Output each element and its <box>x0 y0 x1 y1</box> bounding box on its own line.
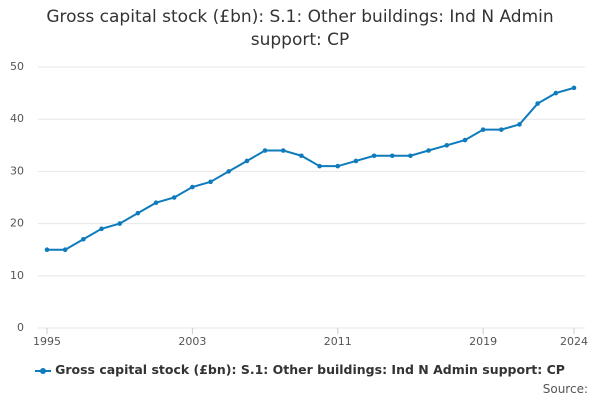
point <box>353 158 359 164</box>
point <box>371 153 377 159</box>
x-tick-label: 2019 <box>469 335 497 348</box>
chart-title: Gross capital stock (£bn): S.1: Other bu… <box>46 7 554 50</box>
legend-label: Gross capital stock (£bn): S.1: Other bu… <box>55 362 565 377</box>
point <box>462 137 468 143</box>
point <box>208 179 213 185</box>
point <box>389 153 395 159</box>
series-line <box>47 86 575 251</box>
y-tick-label: 10 <box>10 269 24 282</box>
x-tick-label: 2024 <box>560 335 588 348</box>
x-tick-label: 2011 <box>324 335 352 348</box>
point <box>262 148 268 153</box>
point <box>299 153 304 159</box>
point <box>499 127 504 132</box>
point <box>408 153 413 159</box>
point <box>571 85 577 91</box>
point <box>426 148 431 153</box>
x-tick-label: 1995 <box>33 335 61 348</box>
point <box>81 236 86 242</box>
point <box>153 200 159 206</box>
point <box>99 226 104 232</box>
y-tick-label: 50 <box>10 60 24 73</box>
y-tick-label: 30 <box>10 164 24 177</box>
point <box>535 101 540 106</box>
point <box>335 163 341 169</box>
y-tick-label: 0 <box>17 321 24 334</box>
point <box>62 247 68 252</box>
point <box>135 210 141 216</box>
legend: Gross capital stock (£bn): S.1: Other bu… <box>0 362 600 377</box>
point <box>444 143 450 148</box>
point <box>317 163 322 169</box>
point <box>244 158 250 164</box>
point <box>517 122 522 127</box>
y-tick-label: 20 <box>10 217 24 230</box>
y-tick-label: 40 <box>10 112 24 125</box>
point <box>480 127 486 132</box>
legend-swatch <box>35 367 52 374</box>
point <box>117 221 122 226</box>
point <box>553 90 559 96</box>
point <box>44 247 50 252</box>
point <box>190 184 195 190</box>
x-tick-label: 2003 <box>178 335 206 348</box>
point <box>226 169 232 174</box>
point <box>280 148 286 153</box>
source: Source: <box>542 382 588 396</box>
point <box>171 195 177 200</box>
